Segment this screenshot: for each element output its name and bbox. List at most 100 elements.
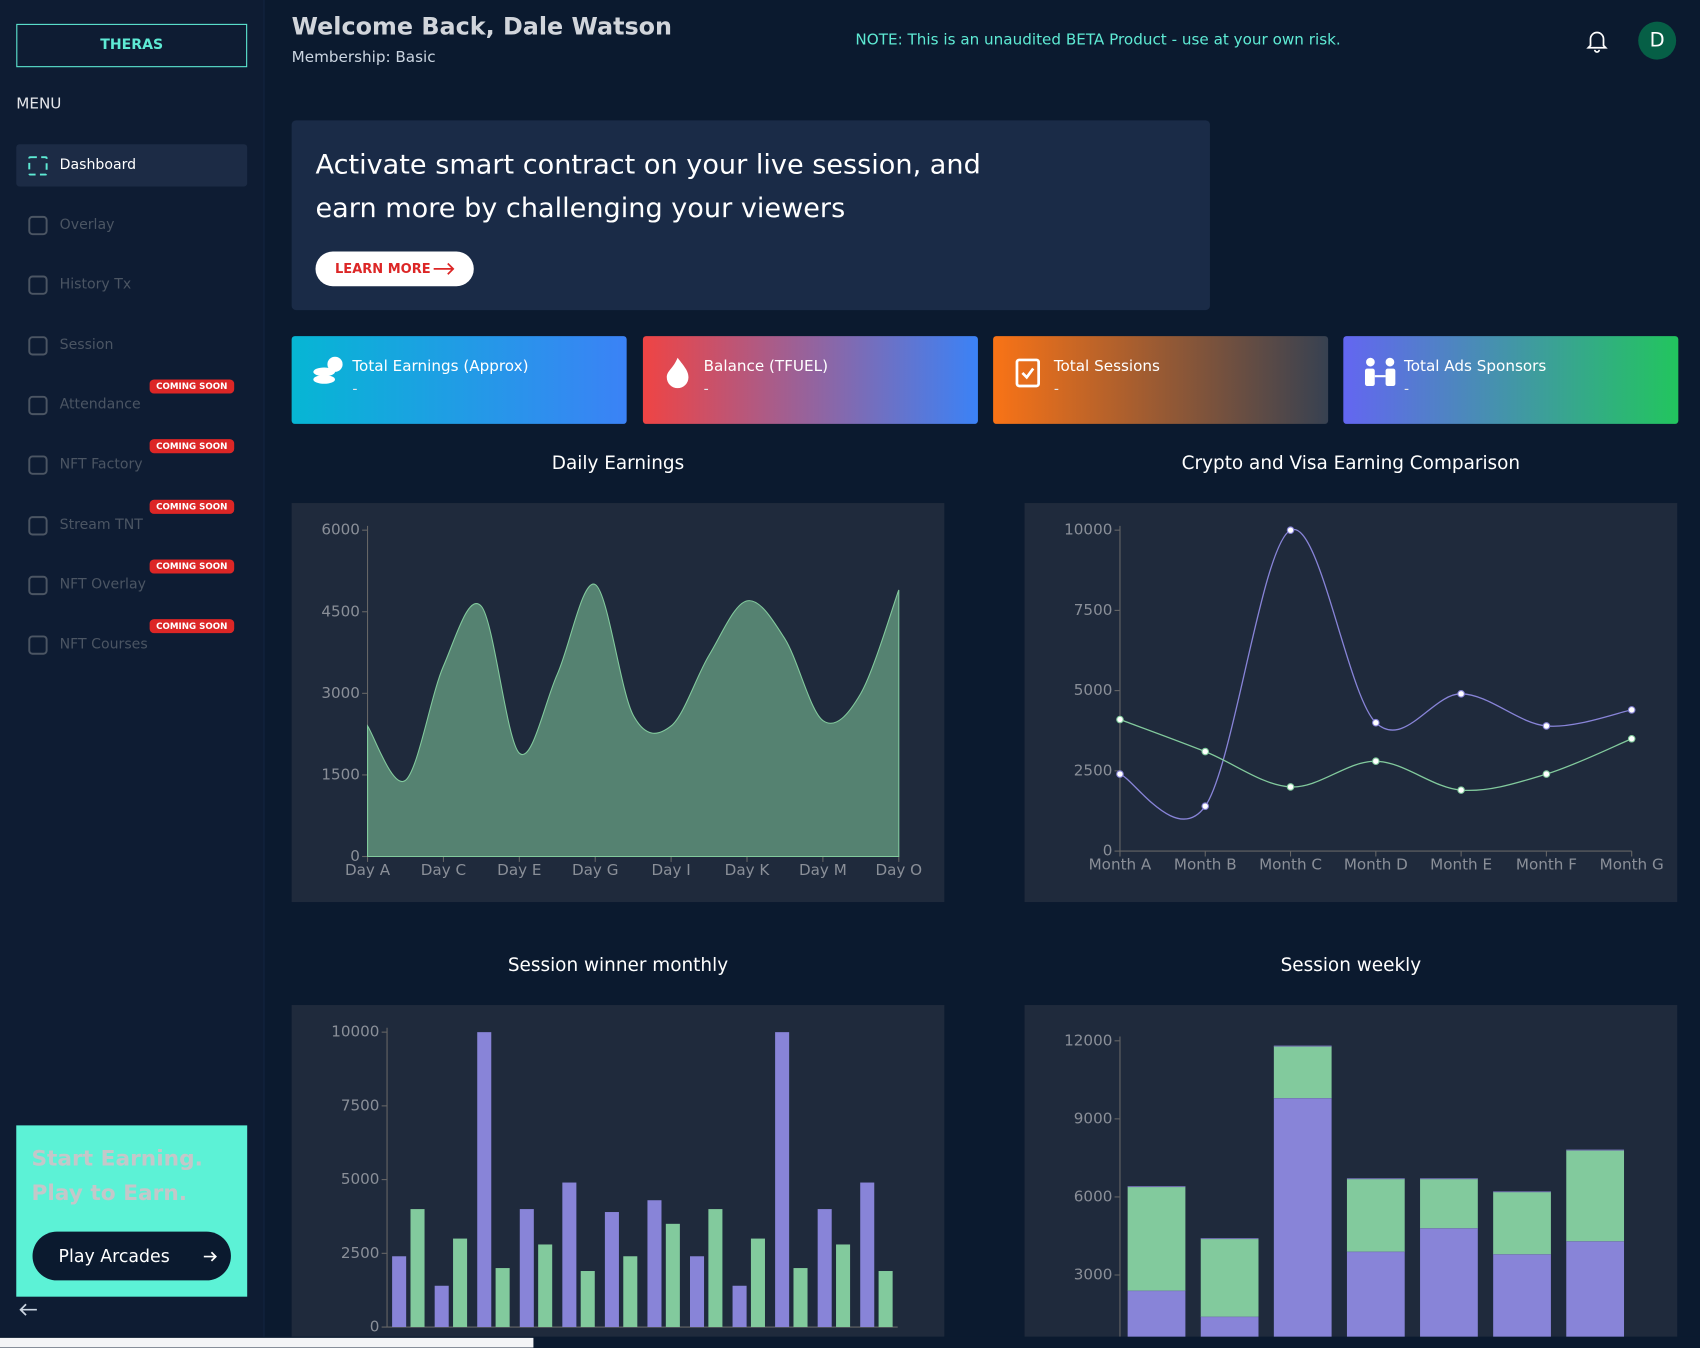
bell-icon[interactable] [1586,29,1608,53]
stat-card: Total Earnings (Approx) - [291,336,627,424]
stat-label: Total Earnings (Approx) [352,357,529,376]
icon-shape [28,575,48,596]
coming-soon-badge: COMING SOON [149,499,234,514]
bar [817,1209,832,1328]
bar-segment [1566,1241,1625,1337]
bar-segment [1493,1254,1551,1337]
bar [775,1032,790,1328]
banner: Activate smart contract on your live ses… [291,120,1210,311]
menu-item[interactable]: Stream TNT [59,517,143,534]
stat-card: Total Ads Sponsors - [1343,336,1679,424]
bar-segment [1566,1150,1625,1242]
y-tick-label: 10000 [1064,521,1112,539]
y-tick-label: 0 [370,1318,380,1336]
chart-title: Crypto and Visa Earning Comparison [1182,453,1520,474]
bar [392,1256,407,1328]
x-tick-label: Day C [421,861,466,879]
icon-shape [28,395,48,416]
y-tick-label: 7500 [341,1096,380,1114]
bar-segment [1127,1186,1186,1291]
promo-line: Play to Earn. [31,1179,188,1206]
stat-card: Balance (TFUEL) - [642,336,978,424]
bar [495,1268,510,1328]
y-tick-label: 6000 [1074,1187,1113,1205]
arrow-icon [433,262,455,275]
stat-label: Total Ads Sponsors [1404,357,1547,376]
banner-line: Activate smart contract on your live ses… [315,148,981,180]
y-tick-label: 12000 [1064,1031,1112,1049]
x-tick-label: Day M [799,861,847,879]
menu-icon [28,275,48,295]
icon-shape [28,516,48,536]
line-point [1201,802,1210,810]
line-point [1201,747,1210,756]
bar-segment [1346,1178,1405,1252]
icon-shape [28,156,48,176]
menu-item[interactable]: Attendance [59,396,141,414]
bar [538,1244,553,1328]
bar [410,1209,425,1328]
line-point [1372,718,1380,727]
bar [860,1182,875,1328]
stat-card: Total Sessions - [993,336,1329,424]
bar [562,1182,577,1328]
x-tick-label: Month B [1174,856,1237,874]
scrollbar-thumb[interactable] [0,1337,534,1348]
y-tick-label: 5000 [1074,681,1113,699]
stat-value: - [703,381,709,398]
menu-item[interactable]: NFT Courses [59,636,148,653]
menu-item[interactable]: Overlay [59,216,115,234]
line-point [1116,770,1124,778]
icon-shape [28,275,48,295]
icon-shape [28,215,48,236]
line-point [1116,715,1124,724]
line-point [1542,722,1551,730]
x-tick-label: Day A [345,861,391,879]
bar-segment [1200,1316,1259,1337]
stat-label: Balance (TFUEL) [703,357,829,376]
collapse-icon[interactable] [17,1301,39,1318]
coming-soon-badge: COMING SOON [149,439,234,454]
bar-segment [1346,1251,1405,1337]
x-tick-label: Day E [497,861,541,879]
menu-item[interactable]: History Tx [59,276,132,293]
menu-icon [28,156,48,176]
line-point [1372,757,1380,766]
beta-note: NOTE: This is an unaudited BETA Product … [855,31,1341,49]
bar-segment [1273,1046,1332,1099]
menu-item[interactable]: Session [59,337,114,354]
icon-shape [28,336,48,356]
brand[interactable]: THERAS [16,23,248,68]
menu-item[interactable]: NFT Overlay [59,576,146,594]
menu-icon [28,336,48,356]
x-tick-label: Day K [725,861,771,879]
menu-icon [28,635,48,655]
menu-title: MENU [16,95,62,113]
membership: Membership: Basic [291,48,436,67]
line-point [1627,734,1636,743]
clipboard-icon [1015,358,1041,388]
bar [836,1244,851,1328]
y-tick-label: 2500 [341,1244,380,1262]
x-tick-label: Month E [1430,856,1492,874]
chart-panel [1024,503,1678,903]
bar [519,1209,534,1328]
bar [580,1271,595,1328]
x-tick-label: Month D [1344,856,1408,874]
bar [878,1271,893,1328]
menu-item[interactable]: Dashboard [59,157,137,174]
menu-item[interactable]: NFT Factory [59,456,143,473]
line-point [1457,690,1465,698]
chart-title: Session winner monthly [508,955,728,976]
stat-value: - [352,381,358,398]
menu-icon [28,395,48,416]
line-point [1286,783,1295,791]
play-button[interactable]: Play Arcades [32,1231,231,1281]
line-point [1627,706,1636,714]
bar-segment [1420,1178,1478,1229]
area [366,583,900,858]
bar [689,1256,705,1328]
avatar[interactable]: D [1638,21,1677,60]
learn-more-button[interactable]: LEARN MORE [315,251,474,287]
